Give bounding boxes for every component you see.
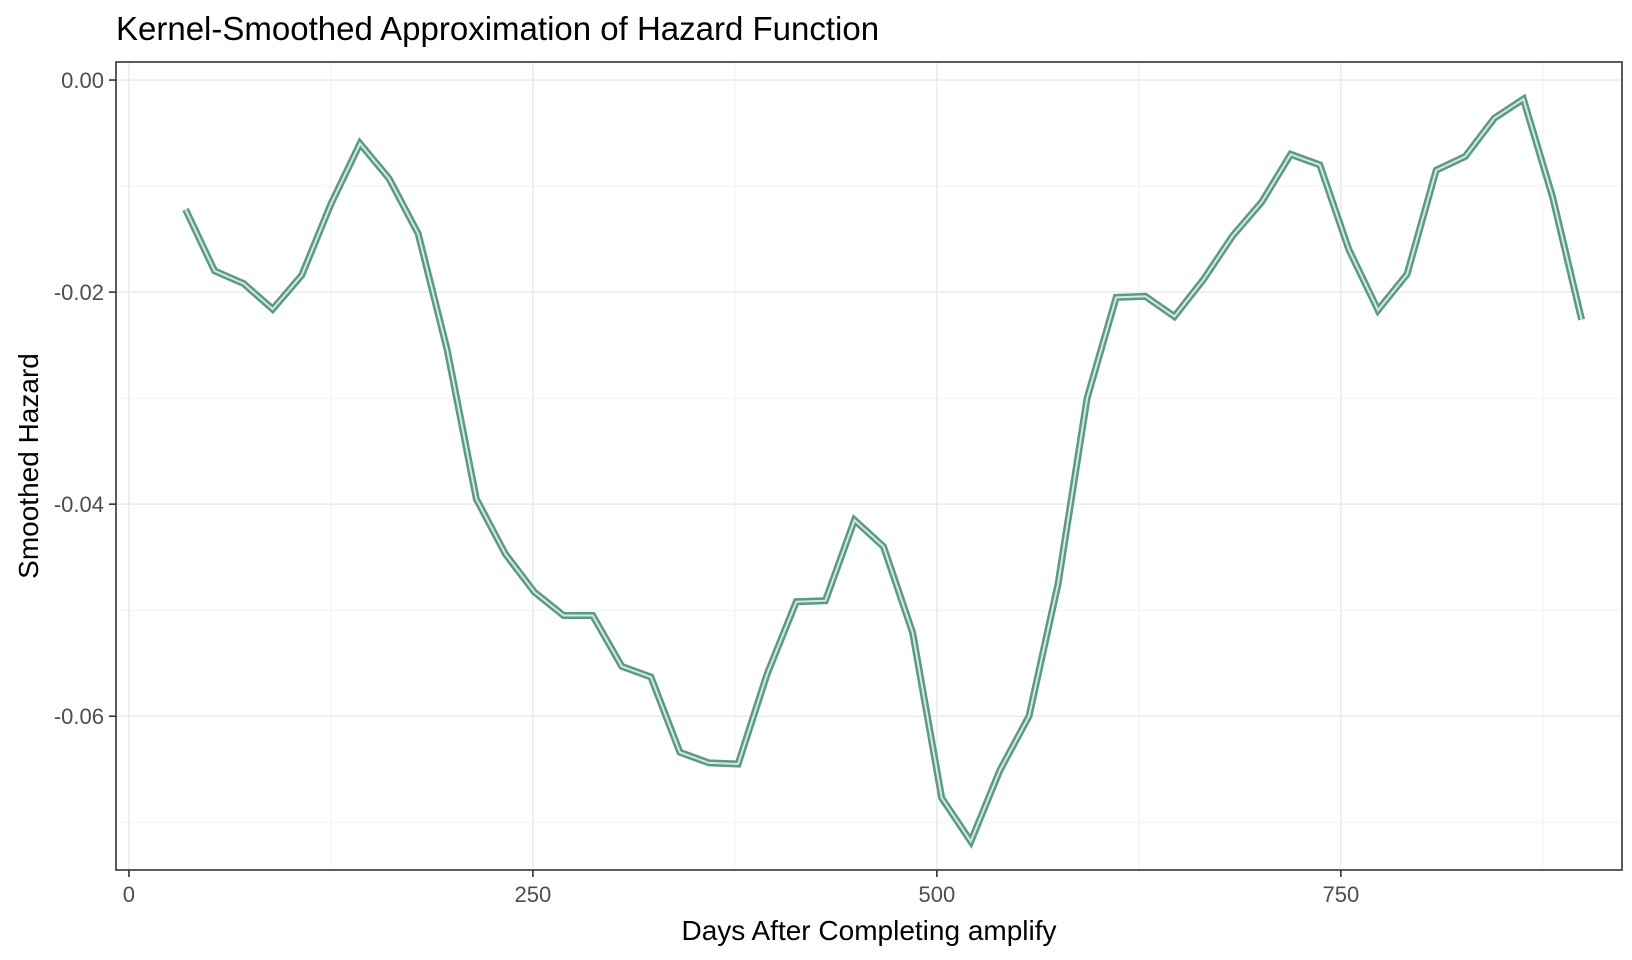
y-tick-label: -0.04	[54, 492, 104, 517]
hazard-line-core	[184, 97, 1583, 844]
y-tick-label: -0.06	[54, 704, 104, 729]
series	[182, 93, 1586, 849]
x-tick-label: 0	[123, 882, 135, 907]
x-tick-label: 750	[1322, 882, 1359, 907]
y-axis-title: Smoothed Hazard	[13, 353, 44, 579]
panel-border	[115, 61, 1623, 871]
x-tick-label: 250	[515, 882, 552, 907]
axis-ticks: 0 250 500 750 0.00 -0.02 -0.04 -0.06	[54, 68, 1359, 907]
chart-title: Kernel-Smoothed Approximation of Hazard …	[116, 10, 879, 47]
y-tick-label: -0.02	[54, 280, 104, 305]
x-axis-title: Days After Completing amplify	[681, 915, 1056, 946]
y-tick-label: 0.00	[61, 68, 104, 93]
x-tick-label: 500	[919, 882, 956, 907]
